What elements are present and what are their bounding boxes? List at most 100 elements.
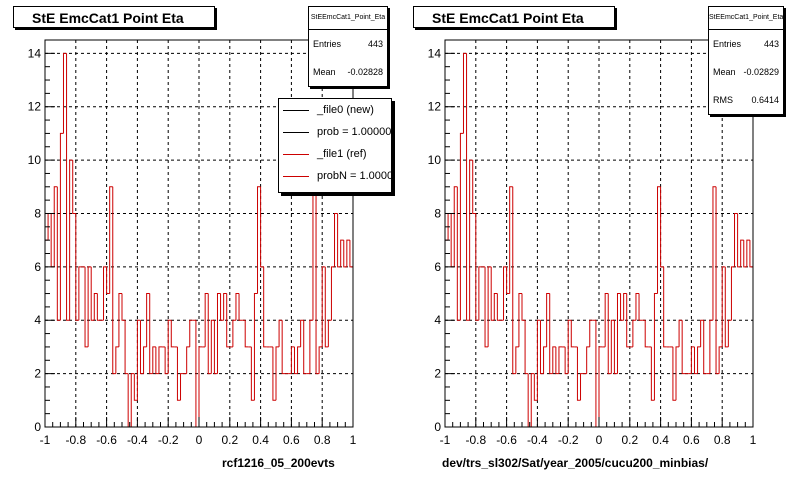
histogram-bin <box>315 186 320 375</box>
histogram-bin <box>198 346 203 427</box>
histogram-bin <box>672 346 676 401</box>
histogram-bin <box>616 293 621 374</box>
histogram-bin <box>693 346 698 375</box>
histogram-bin <box>232 319 236 347</box>
histogram-bin <box>346 239 350 267</box>
histogram-bin <box>558 346 563 374</box>
histogram-bin <box>524 320 529 375</box>
histogram-bin <box>167 319 172 374</box>
histogram-bin <box>164 346 169 375</box>
histogram-bin <box>660 186 664 268</box>
histogram-bin <box>260 186 264 268</box>
histogram-bin <box>727 319 732 347</box>
histogram-bin <box>543 346 547 374</box>
histogram-bin <box>324 266 329 348</box>
histogram-bin <box>604 293 609 347</box>
histogram-bin <box>533 373 538 401</box>
histogram-bin <box>493 293 498 321</box>
y-tick-label: 8 <box>434 206 441 220</box>
histogram-bin <box>580 373 584 401</box>
histogram-bin <box>657 186 661 294</box>
histogram-bin <box>650 346 655 401</box>
histogram-bin <box>632 319 636 347</box>
histogram-bin <box>740 239 744 267</box>
x-tick-label: -0.8 <box>465 433 486 447</box>
histogram-bin <box>281 320 286 375</box>
y-tick-label: 4 <box>434 313 441 327</box>
histogram-bin <box>327 319 332 347</box>
histogram-bin <box>638 293 643 321</box>
histogram-bin <box>90 266 95 321</box>
histogram-bin <box>257 186 261 294</box>
stats-label: Mean <box>313 67 336 77</box>
plot-title: StE EmcCat1 Point Eta <box>413 6 615 28</box>
histogram-bin <box>253 293 258 401</box>
legend-line-swatch <box>283 176 309 177</box>
legend-entry: probN = 1.000000 <box>279 165 391 187</box>
x-tick-label: 1 <box>350 433 357 447</box>
histogram-bin <box>663 266 667 348</box>
histogram-bin <box>318 346 323 374</box>
y-tick-label: 14 <box>428 46 442 60</box>
y-tick-label: 8 <box>34 206 41 220</box>
stats-name: StEEmcCat1_Point_Eta <box>709 7 783 30</box>
left-pad: -1 -0.8 -0.6 -0.4 -0.2 0 0.2 0.4 0.6 0.8 1 0 2 4 6 8 10 1… <box>13 6 392 470</box>
histogram-bin <box>703 320 707 375</box>
histogram-series <box>44 52 354 428</box>
histogram-bin <box>72 160 76 214</box>
histogram-bin <box>555 346 559 375</box>
legend-line-swatch <box>283 132 309 133</box>
histogram-bin <box>681 320 686 375</box>
legend-label: prob = 1.000000 <box>317 126 392 138</box>
stats-label: Entries <box>313 39 342 49</box>
histogram-bin <box>263 266 267 348</box>
histogram-bin <box>607 293 612 375</box>
histogram-bin <box>564 346 569 375</box>
histogram-bin <box>235 293 240 321</box>
y-tick-label: 2 <box>34 367 41 381</box>
histogram-plot-right: -1 -0.8 -0.6 -0.4 -0.2 0 0.2 0.4 0.6 0.8 102468101… <box>428 39 757 447</box>
histogram-bin <box>59 132 64 321</box>
histogram-series <box>444 52 754 428</box>
histogram-bin <box>610 319 615 374</box>
histogram-bin <box>275 346 280 401</box>
histogram-bin <box>103 266 107 321</box>
histogram-bin <box>530 373 535 427</box>
histogram-bin <box>69 159 73 321</box>
x-tick-label: 0.8 <box>714 433 731 447</box>
histogram-bin <box>466 53 470 321</box>
histogram-bin <box>158 346 163 374</box>
histogram-bin <box>155 346 159 375</box>
right-pad: -1 -0.8 -0.6 -0.4 -0.2 0 0.2 0.4 0.6 0.8 1 0 2 4 6 8 10 1… <box>400 0 800 480</box>
histogram-bin <box>118 293 122 347</box>
histogram-bin <box>176 346 181 401</box>
histogram-bin <box>721 266 726 347</box>
stats-value: -0.02828 <box>347 67 383 77</box>
x-tick-label: -0.6 <box>496 433 517 447</box>
stats-row-entries: Entries 443 <box>309 30 387 58</box>
histogram-bin <box>124 320 129 375</box>
y-tick-label: 6 <box>34 260 41 274</box>
histogram-bin <box>139 320 144 375</box>
legend-label: _file0 (new) <box>317 104 374 116</box>
histogram-bin <box>456 186 461 321</box>
histogram-bin <box>56 186 61 321</box>
y-tick-label: 4 <box>34 313 41 327</box>
legend-entry: prob = 1.000000 <box>279 121 391 143</box>
stats-name: StEEmcCat1_Point_Eta <box>309 7 387 30</box>
histogram-bin <box>746 239 750 267</box>
histogram-bin <box>204 293 209 347</box>
histogram-bin <box>475 213 479 321</box>
x-tick-label: 0.4 <box>652 433 669 447</box>
histogram-bin <box>576 346 581 401</box>
stats-box: StEEmcCat1_Point_Eta Entries 443 Mean -0… <box>308 6 388 87</box>
histogram-bin <box>223 293 227 321</box>
x-tick-label: -0.2 <box>558 433 579 447</box>
x-tick-label: 0.2 <box>621 433 638 447</box>
histogram-bin <box>96 293 101 321</box>
histogram-bin <box>152 346 156 374</box>
histogram-bin <box>518 293 522 347</box>
y-tick-label: 10 <box>428 153 442 167</box>
x-tick-label: -1 <box>440 433 451 447</box>
histogram-bin <box>552 346 556 374</box>
